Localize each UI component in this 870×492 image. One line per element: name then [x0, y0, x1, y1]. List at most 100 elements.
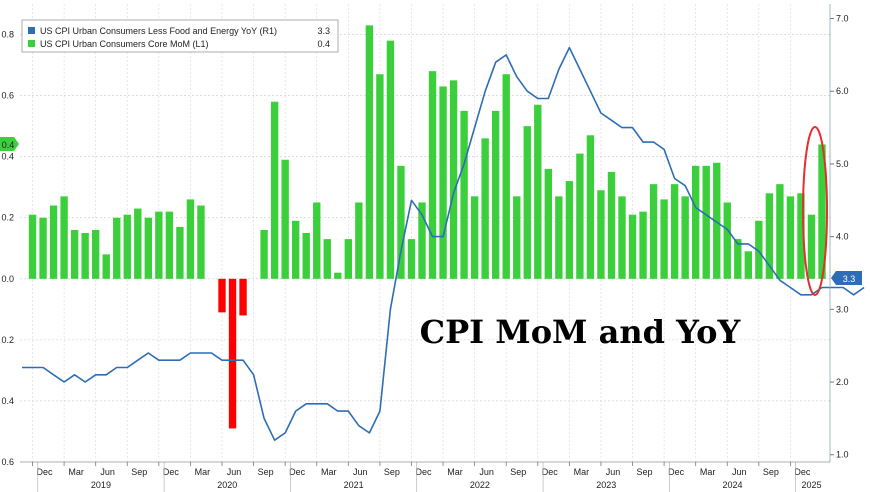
mom-bar	[239, 278, 247, 316]
month-tick-label: Sep	[131, 467, 147, 477]
month-tick-label: Mar	[574, 467, 590, 477]
mom-bar	[281, 159, 289, 279]
month-tick-label: Sep	[510, 467, 526, 477]
left-tick-label: 0.8	[1, 30, 14, 40]
mom-bar	[81, 233, 89, 279]
month-tick-label: Jun	[479, 467, 494, 477]
mom-bar	[302, 233, 310, 279]
left-axis: 0.8 0.6 0.4 0.2 0.0 0.2 0.4 0.6	[1, 30, 14, 467]
month-tick-label: Dec	[37, 467, 54, 477]
month-tick-label: Jun	[732, 467, 747, 477]
mom-bar	[344, 239, 352, 279]
mom-bar	[197, 205, 205, 279]
right-tick-label: 6.0	[836, 86, 849, 96]
left-tick-label: 0.6	[1, 91, 14, 101]
mom-bar	[523, 126, 531, 279]
year-label: 2020	[217, 480, 237, 490]
mom-bar	[144, 217, 152, 279]
month-tick-label: Mar	[700, 467, 716, 477]
mom-bar	[386, 40, 395, 279]
right-tick-label: 3.0	[836, 304, 849, 314]
month-tick-label: Jun	[227, 467, 242, 477]
mom-bar	[681, 196, 689, 279]
year-label: 2022	[470, 480, 490, 490]
mom-bar	[270, 101, 279, 279]
left-value-badge: 0.4	[0, 137, 19, 151]
mom-bar	[744, 251, 752, 279]
right-tick-label: 4.0	[836, 232, 849, 242]
month-tick-label: Mar	[321, 467, 337, 477]
mom-bar	[776, 184, 784, 279]
mom-bar	[460, 110, 468, 279]
mom-bar	[670, 184, 679, 279]
left-tick-label: 0.2	[1, 213, 14, 223]
month-tick-label: Dec	[668, 467, 685, 477]
mom-bar	[755, 220, 763, 279]
right-tick-label: 5.0	[836, 159, 849, 169]
x-axis: Dec Mar Jun Sep Dec Mar Jun Sep Dec Mar Jun Sep Dec M…	[20, 461, 830, 492]
year-label: 2024	[723, 480, 743, 490]
mom-bar	[134, 208, 142, 279]
legend-label-mom: US CPI Urban Consumers Core MoM (L1)	[40, 39, 209, 49]
right-tick-label: 7.0	[836, 14, 849, 24]
mom-bar	[92, 229, 100, 279]
mom-bar	[218, 278, 226, 313]
month-tick-label: Jun	[100, 467, 115, 477]
mom-bar	[323, 239, 331, 279]
mom-bar	[502, 74, 510, 279]
month-tick-label: Dec	[289, 467, 306, 477]
legend-swatch-mom	[28, 40, 35, 47]
mom-bar	[70, 229, 79, 279]
mom-bar	[639, 211, 647, 279]
mom-bar	[155, 211, 163, 279]
month-tick-label: Jun	[606, 467, 621, 477]
mom-bar	[365, 25, 374, 279]
right-axis: 7.0 6.0 5.0 4.0 3.0 2.0 1.0	[829, 4, 849, 462]
mom-bar	[228, 278, 237, 429]
left-badge-text: 0.4	[2, 140, 15, 150]
mom-bar	[186, 199, 195, 279]
mom-bar	[334, 272, 342, 279]
year-label: 2025	[801, 480, 821, 490]
mom-bar	[376, 74, 384, 279]
mom-bar	[692, 165, 700, 279]
mom-bar	[555, 196, 563, 279]
mom-bar	[586, 135, 595, 279]
mom-bar	[565, 181, 574, 279]
mom-bar	[576, 153, 584, 279]
left-tick-label: 0.2	[1, 335, 14, 345]
mom-bar	[260, 229, 268, 279]
mom-bar	[597, 190, 605, 279]
left-tick-label: 0.6	[1, 457, 14, 467]
year-label: 2023	[596, 480, 616, 490]
mom-bar	[28, 214, 37, 279]
year-label: 2019	[91, 480, 111, 490]
right-tick-label: 2.0	[836, 377, 849, 387]
right-badge-text: 3.3	[843, 274, 856, 284]
mom-bar	[60, 196, 68, 279]
mom-bar	[407, 239, 416, 279]
month-tick-label: Dec	[163, 467, 180, 477]
right-value-badge: 3.3	[831, 271, 862, 285]
mom-bar	[544, 168, 552, 279]
legend-value-mom: 0.4	[317, 39, 330, 49]
mom-bar	[786, 196, 795, 279]
yoy-series-line	[22, 46, 865, 442]
mom-bar	[449, 80, 458, 279]
mom-bar	[470, 196, 479, 279]
mom-bar	[723, 202, 731, 279]
mom-bar	[165, 211, 174, 279]
mom-bar	[292, 220, 300, 279]
mom-bar	[113, 217, 121, 279]
year-label: 2021	[344, 480, 364, 490]
mom-bar	[628, 214, 637, 279]
month-tick-label: Jun	[353, 467, 368, 477]
mom-bar	[660, 199, 668, 279]
mom-bar	[397, 165, 405, 279]
mom-bar	[492, 110, 500, 279]
mom-bar	[797, 193, 805, 279]
mom-bar	[649, 184, 658, 279]
mom-bar	[534, 104, 542, 279]
